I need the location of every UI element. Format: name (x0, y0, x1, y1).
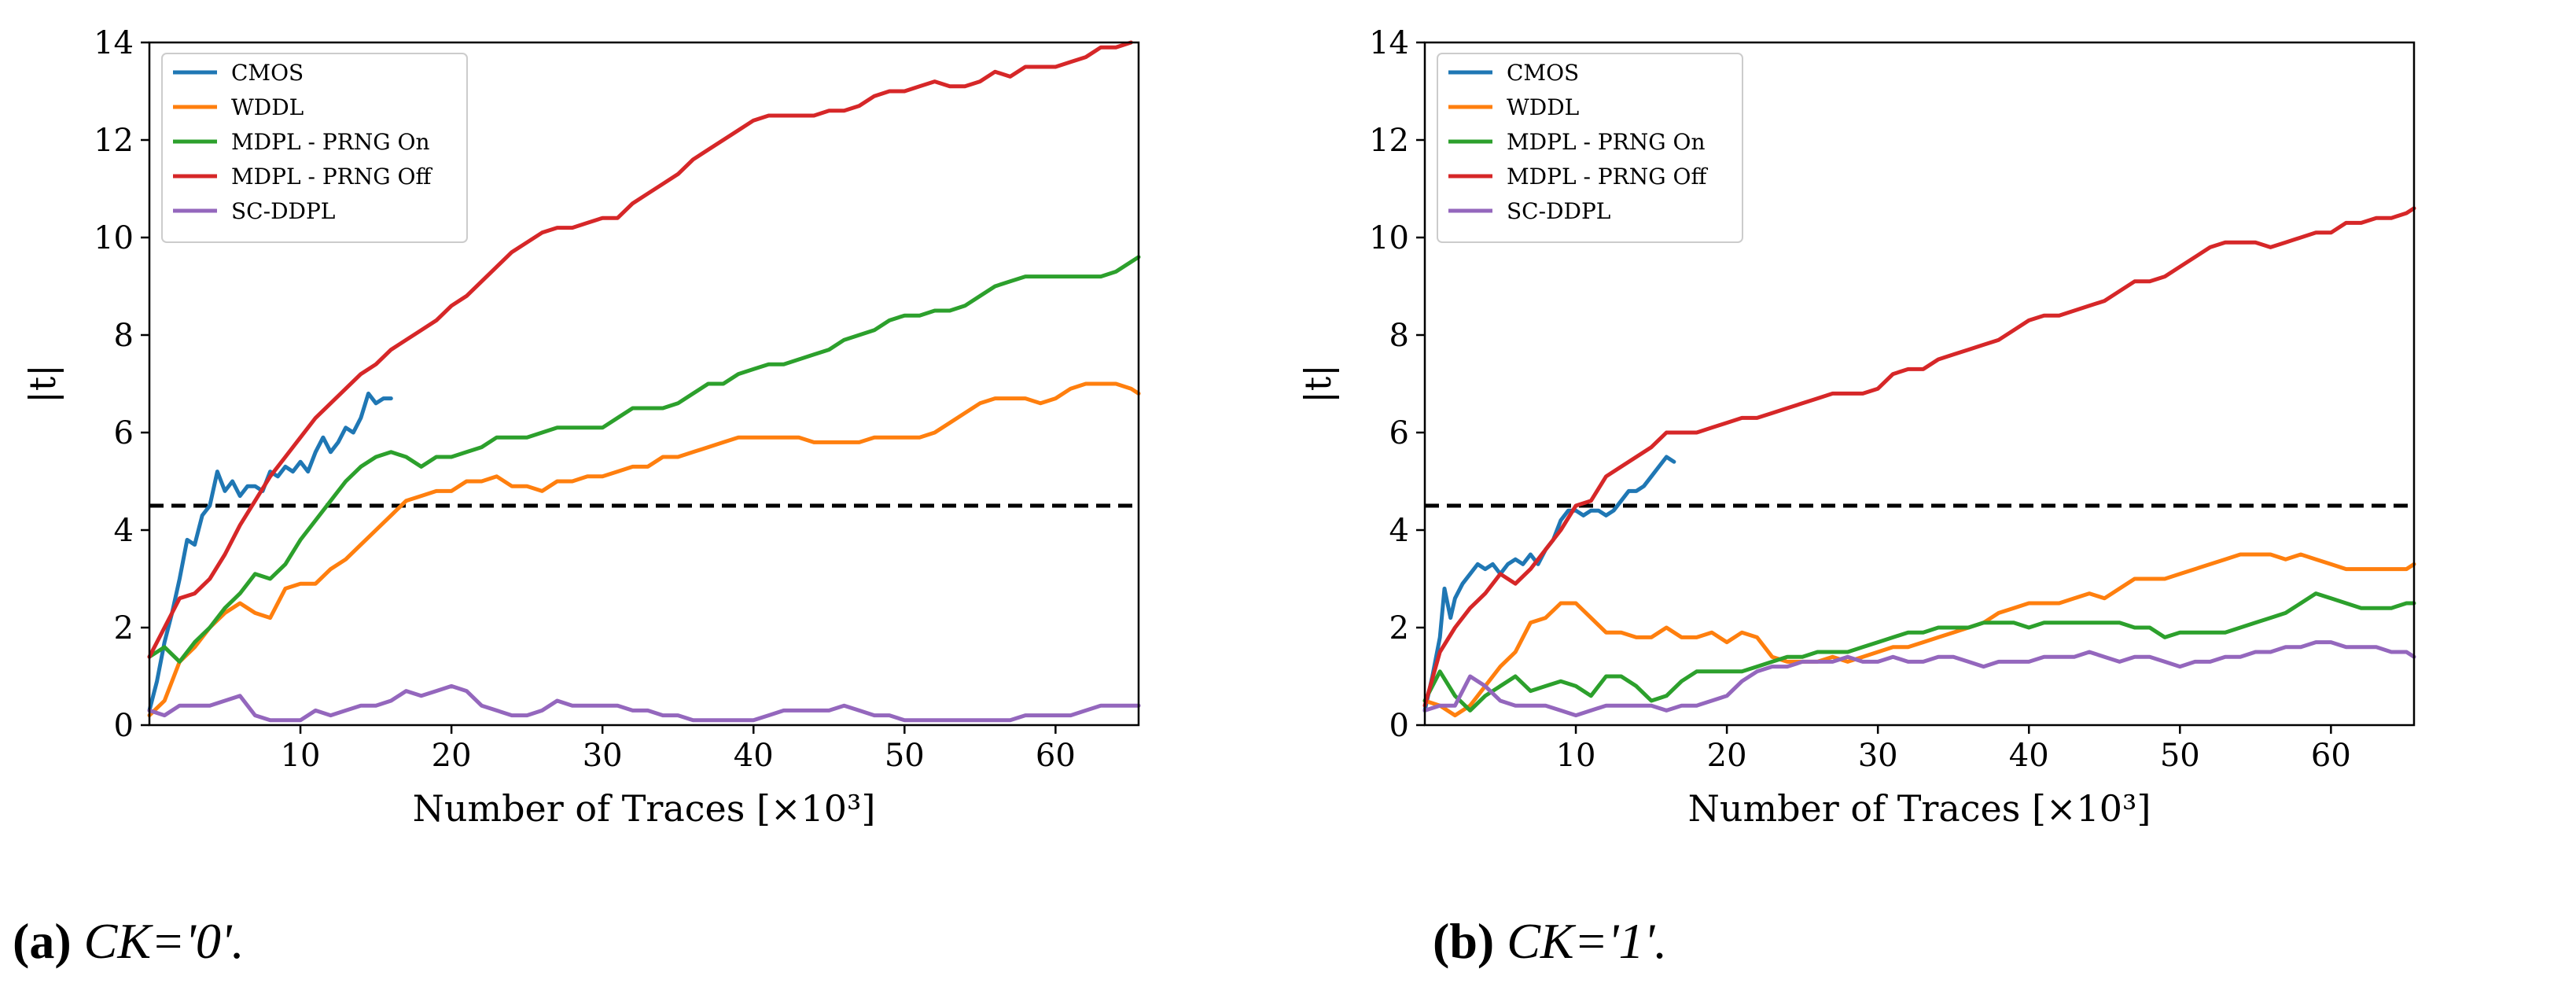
caption-a-label: (a) (13, 913, 72, 969)
chart-b-axes-frame (1423, 41, 2416, 727)
chart-b-y-tick-label: 10 (1369, 220, 1409, 256)
chart-a-legend: CMOS WDDL MDPL - PRNG On MDPL - PRNG Off SC-… (161, 53, 468, 243)
chart-b-y-tick-label: 2 (1389, 610, 1409, 646)
chart-b-legend-label: MDPL - PRNG Off (1507, 164, 1708, 190)
chart-b-x-tick-label: 20 (1707, 738, 1747, 774)
caption-b: (b) CK='1'. (1433, 912, 1667, 970)
chart-a-y-axis-label: |t| (21, 364, 64, 403)
chart-b-y-tick-label: 6 (1389, 415, 1409, 451)
chart-a-x-tick-label: 30 (583, 738, 623, 774)
chart-b-legend-label: MDPL - PRNG On (1507, 129, 1706, 155)
caption-b-text: CK='1'. (1507, 913, 1668, 969)
chart-a-x-tick-label: 50 (885, 738, 925, 774)
chart-a-x-tick-label: 10 (281, 738, 321, 774)
chart-a-axes-frame (148, 41, 1140, 727)
chart-a-y-tick-label: 8 (114, 318, 134, 354)
chart-b-series-line-cmos (1422, 455, 1676, 713)
chart-b-x-tick-label: 50 (2160, 738, 2200, 774)
chart-a-x-axis-label: Number of Traces [×10³] (413, 787, 876, 830)
chart-b-y-tick-label: 8 (1389, 318, 1409, 354)
chart-a-series-line-sc-ddpl (147, 683, 1141, 723)
chart-a-series-line-cmos (147, 391, 393, 713)
chart-a-y-tick-label: 4 (114, 513, 134, 549)
chart-panel-b: 10 20 30 40 50 60 0 2 4 6 8 10 12 14 Number of Traces … (1288, 0, 2576, 987)
chart-b-x-tick-label: 40 (2009, 738, 2049, 774)
chart-b-legend-label: SC-DDPL (1507, 198, 1610, 224)
chart-a-y-tick-label: 2 (114, 610, 134, 646)
chart-a-x-tick-label: 40 (734, 738, 774, 774)
chart-a-y-tick-label: 12 (94, 123, 134, 159)
chart-a-y-tick-label: 10 (94, 220, 134, 256)
chart-a-series-line-wddl (147, 381, 1141, 718)
chart-b-y-tick-label: 14 (1369, 25, 1409, 61)
chart-b-legend-label: CMOS (1507, 60, 1579, 86)
chart-a-series-line-mdpl-prng-on (147, 255, 1141, 664)
chart-a-y-tick-label: 14 (94, 25, 134, 61)
chart-b-series-line-mdpl-prng-off (1422, 206, 2416, 708)
chart-a-series-line-mdpl-prng-off (147, 40, 1133, 659)
chart-b-x-tick-label: 30 (1858, 738, 1898, 774)
chart-a-y-tick-label: 0 (114, 708, 134, 744)
chart-b-y-tick-label: 0 (1389, 708, 1409, 744)
chart-a-legend-label: CMOS (231, 60, 304, 86)
chart-a-x-tick-label: 60 (1036, 738, 1076, 774)
chart-b-y-axis-label: |t| (1297, 364, 1339, 403)
chart-b-legend-box (1437, 53, 1743, 243)
chart-b-series-line-wddl (1422, 552, 2416, 718)
chart-a-y-tick-label: 6 (114, 415, 134, 451)
chart-a-svg: 10 20 30 40 50 60 0 2 4 6 8 10 12 14 Number of Traces … (21, 25, 1141, 830)
chart-b-x-axis-label: Number of Traces [×10³] (1688, 787, 2151, 830)
chart-b-svg: 10 20 30 40 50 60 0 2 4 6 8 10 12 14 Number of Traces … (1297, 25, 2416, 830)
chart-b-legend: CMOS WDDL MDPL - PRNG On MDPL - PRNG Off SC-… (1437, 53, 1743, 243)
chart-panel-a: 10 20 30 40 50 60 0 2 4 6 8 10 12 14 Number of Traces … (13, 25, 1141, 970)
chart-b-series-line-mdpl-prng-on (1422, 591, 2416, 713)
chart-b-y-tick-label: 4 (1389, 513, 1409, 549)
caption-a-text: CK='0'. (83, 913, 245, 969)
chart-a-legend-box (161, 53, 468, 243)
chart-a-legend-label: WDDL (231, 94, 304, 120)
chart-b-series-line-sc-ddpl (1422, 640, 2416, 718)
chart-a-legend-label: MDPL - PRNG On (231, 129, 430, 155)
chart-b-legend-label: WDDL (1507, 94, 1579, 120)
chart-a-x-tick-label: 20 (432, 738, 472, 774)
chart-b-y-tick-label: 12 (1369, 123, 1409, 159)
chart-b-x-tick-label: 60 (2311, 738, 2351, 774)
caption-b-label: (b) (1433, 913, 1495, 969)
caption-a: (a) CK='0'. (13, 912, 245, 970)
chart-a-legend-label: MDPL - PRNG Off (231, 164, 432, 190)
chart-b-x-tick-label: 10 (1556, 738, 1596, 774)
chart-a-legend-label: SC-DDPL (231, 198, 335, 224)
